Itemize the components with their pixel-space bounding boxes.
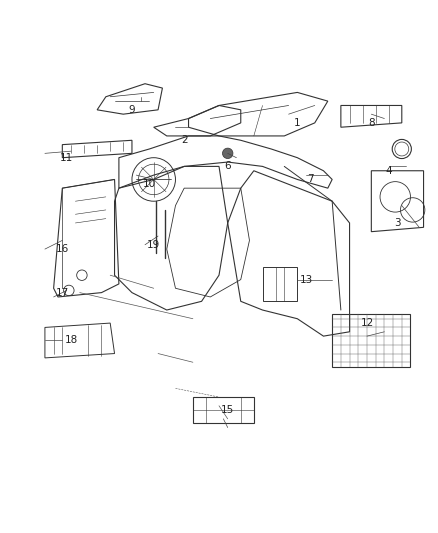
Text: 9: 9 bbox=[129, 105, 135, 115]
Text: 1: 1 bbox=[294, 118, 300, 128]
Text: 19: 19 bbox=[147, 240, 160, 250]
Text: 2: 2 bbox=[181, 135, 187, 146]
Text: 13: 13 bbox=[300, 274, 313, 285]
Text: 10: 10 bbox=[143, 179, 156, 189]
Text: 6: 6 bbox=[224, 161, 231, 172]
Text: 18: 18 bbox=[64, 335, 78, 345]
Text: 3: 3 bbox=[394, 218, 401, 228]
Text: 11: 11 bbox=[60, 152, 73, 163]
Text: 4: 4 bbox=[385, 166, 392, 176]
Text: 8: 8 bbox=[368, 118, 374, 128]
Circle shape bbox=[223, 148, 233, 158]
Text: 15: 15 bbox=[221, 405, 234, 415]
Text: 12: 12 bbox=[360, 318, 374, 328]
Text: 17: 17 bbox=[56, 288, 69, 297]
Text: 16: 16 bbox=[56, 244, 69, 254]
Text: 7: 7 bbox=[307, 174, 314, 184]
